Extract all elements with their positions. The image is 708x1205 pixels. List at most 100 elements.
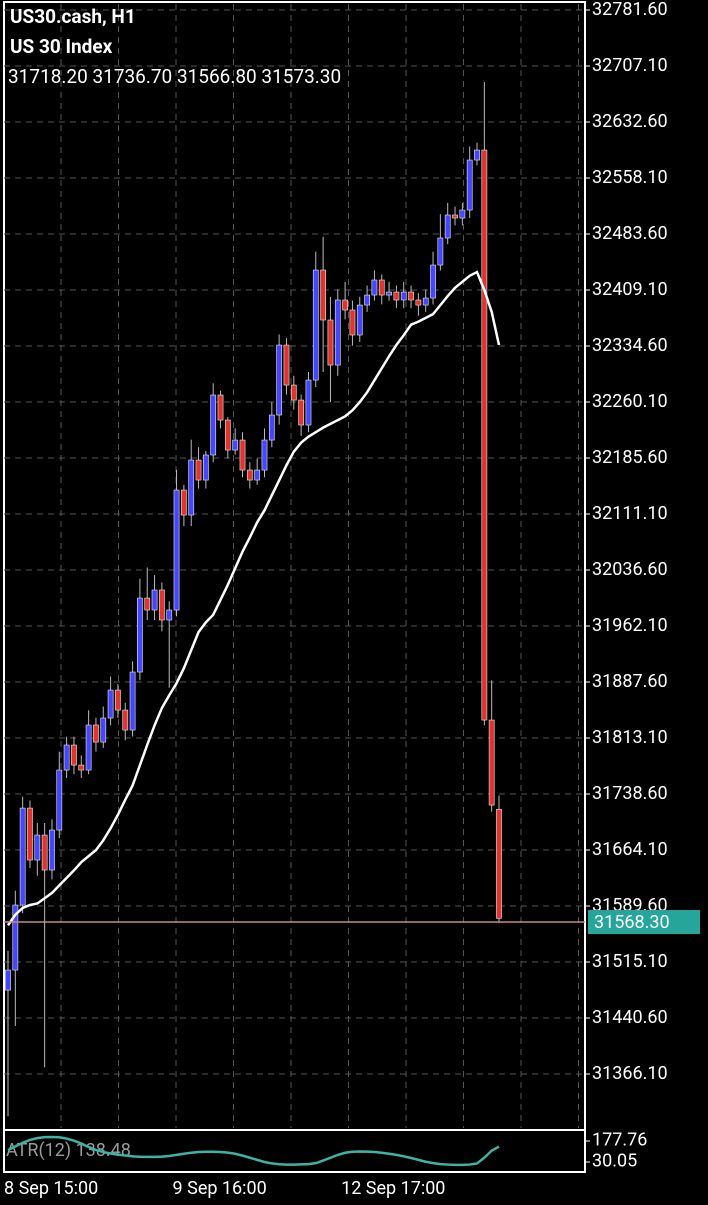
candle-body	[195, 459, 202, 481]
y-tick-label: 31440.60	[592, 1007, 668, 1028]
y-tick-label: 32185.60	[592, 447, 668, 468]
candle-body	[305, 379, 312, 426]
y-tick-label: 31515.10	[592, 951, 668, 972]
y-tick-label: 31887.60	[592, 671, 668, 692]
candle-body	[342, 299, 348, 311]
candle-body	[276, 344, 283, 416]
candle-body	[173, 489, 180, 611]
candle-body	[452, 214, 458, 219]
candle-body	[408, 291, 414, 301]
y-tick-label: 31813.10	[592, 727, 668, 748]
y-tick-label: 32409.10	[592, 279, 668, 300]
y-tick-label: 32781.60	[592, 0, 668, 20]
candle-body	[246, 469, 253, 481]
candle-body	[378, 279, 385, 296]
candle-body	[334, 299, 341, 366]
candle-body	[203, 454, 209, 481]
candle-body	[422, 297, 429, 306]
chart-title: US30.cash, H1	[10, 5, 136, 28]
candle-body	[19, 807, 26, 906]
candle-body	[327, 319, 334, 366]
candle-body	[217, 394, 224, 421]
x-tick-label: 9 Sep 16:00	[173, 1178, 267, 1199]
candle-body	[122, 709, 129, 731]
candle-body	[63, 744, 70, 771]
y-tick-label: 31664.10	[592, 839, 668, 860]
candle-body	[41, 834, 48, 871]
y-tick-label: 32334.60	[592, 335, 668, 356]
indicator-tick-label: 30.05	[592, 1151, 637, 1172]
candle-body	[459, 209, 466, 219]
atr-line	[7, 1135, 500, 1167]
candle-body	[159, 589, 165, 621]
candle-body	[283, 344, 290, 386]
candle-body	[107, 689, 114, 719]
candle-body	[371, 279, 378, 296]
candle-body	[320, 269, 326, 321]
candle-body	[188, 459, 195, 516]
candle-body	[166, 609, 173, 621]
candle-body	[430, 264, 436, 299]
candle-body	[393, 291, 400, 301]
y-tick-label: 32632.60	[592, 111, 668, 132]
candle-body	[268, 414, 275, 441]
grid	[4, 4, 585, 1128]
candle-body	[151, 589, 158, 611]
candle-body	[386, 291, 392, 296]
candle-body	[349, 309, 356, 336]
candle-body	[144, 597, 151, 611]
candle-body	[400, 291, 407, 301]
candle-body	[466, 159, 473, 211]
candle-body	[481, 149, 488, 721]
indicator-tick-label: 177.76	[592, 1130, 647, 1151]
candle-body	[232, 439, 239, 451]
candle-body	[474, 149, 480, 161]
y-tick-label: 31962.10	[592, 615, 668, 636]
y-tick-label: 32111.10	[592, 503, 668, 524]
candle-body	[298, 399, 304, 426]
candle-body	[254, 469, 261, 481]
candle-body	[239, 439, 246, 471]
candle-body	[137, 597, 143, 673]
candle-body	[496, 809, 502, 919]
y-tick-label: 31738.60	[592, 783, 668, 804]
candle-body	[71, 744, 77, 766]
candle-body	[85, 724, 92, 771]
candle-body	[129, 671, 136, 731]
candle-body	[261, 439, 268, 471]
current-price-label: 31568.30	[594, 912, 670, 933]
candle-body	[27, 807, 33, 861]
candle-body	[224, 419, 231, 451]
candle-body	[210, 394, 217, 456]
y-tick-label: 32707.10	[592, 55, 668, 76]
candle-body	[444, 214, 451, 239]
candle-body	[78, 764, 85, 771]
current-price-box	[588, 910, 700, 935]
candle-body	[56, 769, 63, 831]
indicator-label: ATR(12) 138.48	[6, 1140, 131, 1161]
candle-body	[5, 969, 11, 991]
candle-body	[181, 489, 187, 516]
plot-frame	[3, 1, 586, 1131]
x-tick-label: 8 Sep 15:00	[4, 1178, 98, 1199]
candle-body	[415, 299, 422, 306]
candle-body	[290, 384, 297, 401]
candle-body	[312, 269, 319, 381]
y-tick-label: 32558.10	[592, 167, 668, 188]
candle-body	[12, 904, 19, 971]
candle-body	[93, 724, 99, 743]
ohlc-text: 31718.20 31736.70 31566.80 31573.30	[8, 65, 341, 88]
candle-body	[356, 304, 363, 336]
candle-body	[100, 717, 107, 743]
moving-average	[6, 270, 501, 926]
candle-body	[115, 689, 121, 711]
marks	[5, 82, 502, 1117]
candle-body	[34, 834, 41, 861]
x-tick-label: 12 Sep 17:00	[341, 1178, 445, 1199]
y-tick-label: 32260.10	[592, 391, 668, 412]
y-tick-label: 32483.60	[592, 223, 668, 244]
candle-body	[49, 829, 55, 871]
y-tick-label: 32036.60	[592, 559, 668, 580]
candle-body	[488, 719, 495, 806]
